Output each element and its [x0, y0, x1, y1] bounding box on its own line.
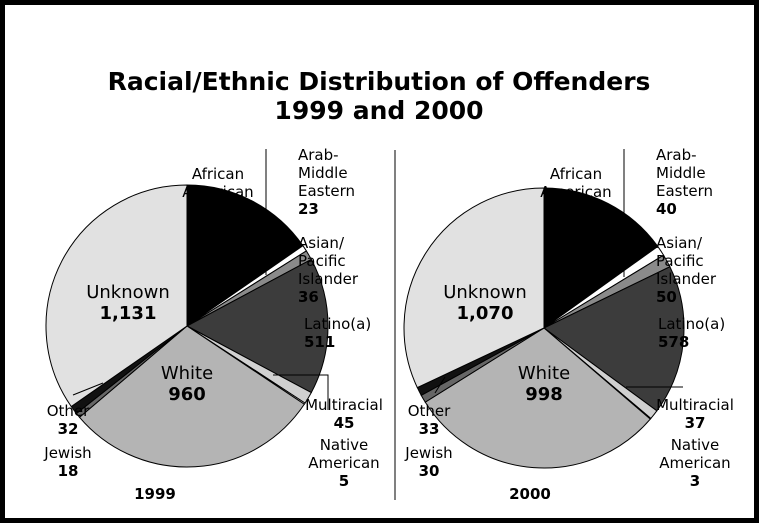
slice-name-unknown: Unknown — [86, 282, 170, 303]
slice-label-white-2000: White 998 — [518, 363, 570, 405]
slice-label-native-american-1999: Native American 5 — [308, 436, 379, 490]
slice-name-asian-pacific-islander: Asian/ — [298, 234, 345, 252]
slice-value-native-american: 3 — [690, 472, 700, 490]
slice-name-jewish: Jewish — [404, 444, 452, 462]
slice-label-african-american-2000: African American 505 — [540, 165, 611, 219]
pie-slice-african-american-1999 — [186, 184, 304, 327]
slice-name-asian-pacific-islander: Islander — [298, 270, 359, 288]
slice-name-arab-middle-eastern: Arab- — [656, 146, 697, 164]
slice-label-other-2000: Other 33 — [408, 402, 451, 438]
slice-value-arab-middle-eastern: 23 — [298, 200, 319, 218]
slice-value-unknown: 1,070 — [457, 303, 514, 324]
slice-name-arab-middle-eastern: Eastern — [298, 182, 355, 200]
slice-value-african-american: 505 — [560, 201, 591, 219]
slice-name-african-american: American — [540, 183, 611, 201]
slice-value-unknown: 1,131 — [100, 303, 157, 324]
slice-value-white: 960 — [168, 384, 206, 405]
slice-name-african-american: American — [182, 183, 253, 201]
slice-label-multiracial-2000: Multiracial 37 — [656, 396, 734, 432]
slice-value-multiracial: 37 — [685, 414, 706, 432]
slice-name-latino-a: Latino(a) — [304, 315, 371, 333]
slice-value-multiracial: 45 — [334, 414, 355, 432]
slice-name-other: Other — [408, 402, 451, 420]
chart-title-line-1: Racial/Ethnic Distribution of Offenders — [108, 67, 651, 96]
pie-slice-white-2000 — [424, 327, 652, 469]
pie-slice-white-1999 — [78, 325, 305, 468]
slice-value-white: 998 — [525, 384, 563, 405]
slice-name-african-american: African — [550, 165, 602, 183]
slice-label-latino-a-1999: Latino(a) 511 — [304, 315, 371, 351]
slice-label-jewish-2000: Jewish 30 — [404, 444, 452, 480]
chart-canvas: Racial/Ethnic Distribution of Offenders … — [43, 67, 734, 503]
slice-name-native-american: American — [308, 454, 379, 472]
slice-label-multiracial-1999: Multiracial 45 — [305, 396, 383, 432]
slice-label-african-american-1999: African American 501 — [182, 165, 253, 219]
slice-name-asian-pacific-islander: Pacific — [656, 252, 704, 270]
slice-label-native-american-2000: Native American 3 — [659, 436, 730, 490]
slice-label-arab-middle-eastern-2000: Arab-Middle Eastern 40 — [656, 146, 713, 218]
slice-label-other-1999: Other 32 — [47, 402, 90, 438]
slice-label-latino-a-2000: Latino(a) 578 — [658, 315, 725, 351]
slice-name-multiracial: Multiracial — [656, 396, 734, 414]
slice-name-arab-middle-eastern: Middle — [656, 164, 706, 182]
slice-name-jewish: Jewish — [43, 444, 91, 462]
slice-name-asian-pacific-islander: Islander — [656, 270, 717, 288]
slice-label-unknown-2000: Unknown 1,070 — [443, 282, 527, 324]
slice-name-arab-middle-eastern: Middle — [298, 164, 348, 182]
slice-name-asian-pacific-islander: Pacific — [298, 252, 346, 270]
slice-label-asian-pacific-islander-2000: Asian/Pacific Islander 50 — [656, 234, 717, 306]
pie-slice-unknown-2000 — [403, 187, 545, 389]
slice-name-native-american: Native — [671, 436, 720, 454]
year-label-2000: 2000 — [509, 485, 551, 503]
slice-value-latino-a: 578 — [658, 333, 689, 351]
leader-line-other-2000 — [434, 376, 446, 394]
pie-slice-latino-a-1999 — [185, 258, 329, 394]
slice-name-native-american: American — [659, 454, 730, 472]
slice-label-arab-middle-eastern-1999: Arab-Middle Eastern 23 — [298, 146, 355, 218]
slice-value-asian-pacific-islander: 36 — [298, 288, 319, 306]
pie-slice-african-american-2000 — [543, 187, 659, 329]
slice-name-other: Other — [47, 402, 90, 420]
slice-name-african-american: African — [192, 165, 244, 183]
slice-value-african-american: 501 — [202, 201, 233, 219]
slice-label-jewish-1999: Jewish 18 — [43, 444, 91, 480]
slice-name-white: White — [161, 363, 213, 384]
leader-line-multiracial-1999 — [273, 374, 329, 410]
slice-name-arab-middle-eastern: Arab- — [298, 146, 339, 164]
slice-name-latino-a: Latino(a) — [658, 315, 725, 333]
pie-slice-unknown-1999 — [45, 184, 188, 408]
slice-name-arab-middle-eastern: Eastern — [656, 182, 713, 200]
slice-value-latino-a: 511 — [304, 333, 335, 351]
slice-value-other: 32 — [58, 420, 79, 438]
slice-name-asian-pacific-islander: Asian/ — [656, 234, 703, 252]
slice-name-multiracial: Multiracial — [305, 396, 383, 414]
slice-value-jewish: 30 — [419, 462, 440, 480]
pie-slice-latino-a-2000 — [543, 266, 685, 412]
slice-name-white: White — [518, 363, 570, 384]
slice-value-jewish: 18 — [58, 462, 79, 480]
chart-title-line-2: 1999 and 2000 — [274, 96, 483, 125]
slice-value-arab-middle-eastern: 40 — [656, 200, 677, 218]
slice-label-unknown-1999: Unknown 1,131 — [86, 282, 170, 324]
slice-name-native-american: Native — [320, 436, 369, 454]
slice-label-white-1999: White 960 — [161, 363, 213, 405]
leader-line-other-1999 — [72, 382, 104, 396]
slice-label-asian-pacific-islander-1999: Asian/Pacific Islander 36 — [298, 234, 359, 306]
slice-value-asian-pacific-islander: 50 — [656, 288, 677, 306]
slice-value-other: 33 — [419, 420, 440, 438]
slice-name-unknown: Unknown — [443, 282, 527, 303]
slice-value-native-american: 5 — [339, 472, 349, 490]
year-label-1999: 1999 — [134, 485, 176, 503]
